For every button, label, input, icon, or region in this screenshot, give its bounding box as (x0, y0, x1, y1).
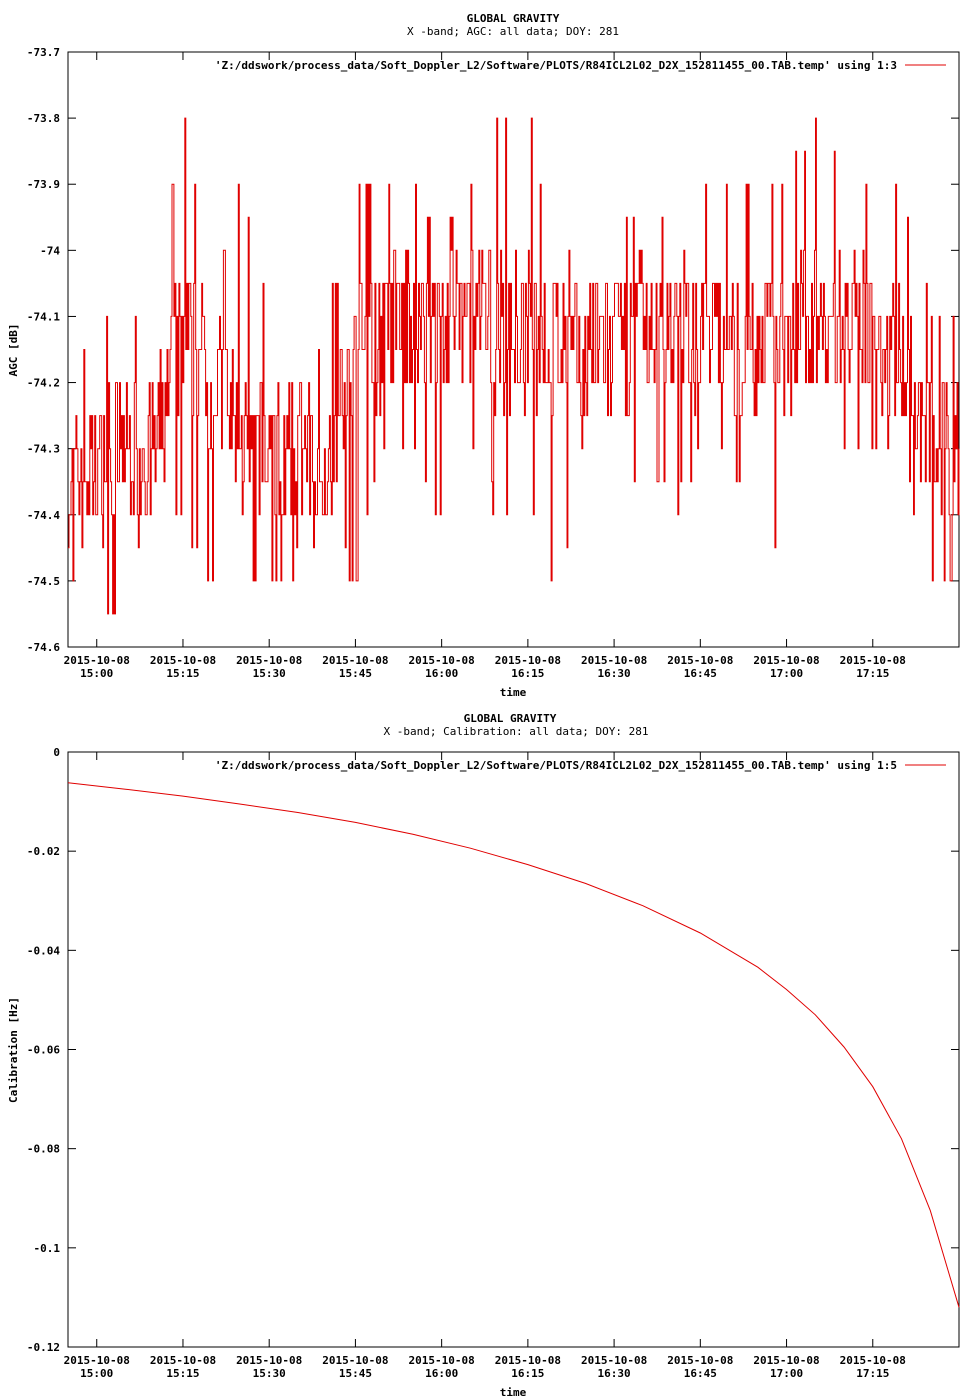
x-tick-date: 2015-10-08 (495, 1354, 561, 1367)
series-group (68, 117, 960, 615)
y-tick-label: -74.6 (27, 641, 60, 654)
x-tick-time: 16:45 (684, 667, 717, 680)
x-tick-date: 2015-10-08 (236, 654, 302, 667)
x-tick-time: 17:00 (770, 667, 803, 680)
series-line (67, 782, 960, 1308)
x-axis-label: time (500, 686, 527, 699)
legend-label: 'Z:/ddswork/process_data/Soft_Doppler_L2… (215, 759, 897, 772)
x-tick-date: 2015-10-08 (581, 1354, 647, 1367)
x-axis-label: time (500, 1386, 527, 1399)
x-tick-date: 2015-10-08 (581, 654, 647, 667)
x-tick-time: 16:30 (598, 1367, 631, 1380)
x-tick-date: 2015-10-08 (322, 654, 388, 667)
x-tick-time: 15:00 (80, 1367, 113, 1380)
x-tick-time: 17:00 (770, 1367, 803, 1380)
x-axis: 2015-10-0815:002015-10-0815:152015-10-08… (64, 52, 906, 680)
y-axis-label: Calibration [Hz] (7, 997, 20, 1103)
plot-frame (67, 751, 960, 1348)
x-tick-time: 16:00 (425, 667, 458, 680)
x-tick-time: 16:45 (684, 1367, 717, 1380)
y-tick-label: -0.04 (27, 944, 60, 957)
x-tick-date: 2015-10-08 (840, 654, 906, 667)
y-axis: 0 -0.02 -0.04 -0.06 -0.08 -0.1 -0.12 (27, 746, 959, 1354)
chart-title: GLOBAL GRAVITY (464, 712, 557, 725)
calibration-chart: GLOBAL GRAVITY X -band; Calibration: all… (7, 712, 960, 1399)
y-tick-label: -0.08 (27, 1143, 60, 1156)
y-tick-label: -73.8 (27, 112, 60, 125)
y-tick-label: -0.06 (27, 1044, 60, 1057)
y-tick-label: -74 (40, 244, 60, 257)
y-axis-label: AGC [dB] (7, 324, 20, 377)
series-group (67, 782, 960, 1308)
y-tick-label: -0.1 (34, 1242, 61, 1255)
x-tick-date: 2015-10-08 (409, 654, 475, 667)
x-tick-time: 16:30 (598, 667, 631, 680)
y-tick-label: -74.2 (27, 377, 60, 390)
legend-label: 'Z:/ddswork/process_data/Soft_Doppler_L2… (215, 59, 897, 72)
series-line (68, 117, 960, 615)
x-tick-date: 2015-10-08 (64, 1354, 130, 1367)
x-tick-time: 16:15 (511, 1367, 544, 1380)
x-tick-date: 2015-10-08 (236, 1354, 302, 1367)
x-tick-date: 2015-10-08 (322, 1354, 388, 1367)
x-tick-date: 2015-10-08 (840, 1354, 906, 1367)
x-tick-time: 15:15 (166, 667, 199, 680)
x-tick-date: 2015-10-08 (753, 654, 819, 667)
x-tick-date: 2015-10-08 (150, 654, 216, 667)
x-tick-date: 2015-10-08 (667, 654, 733, 667)
x-axis: 2015-10-0815:002015-10-0815:152015-10-08… (64, 752, 906, 1380)
x-tick-time: 17:15 (856, 667, 889, 680)
y-tick-label: -74.1 (27, 310, 60, 323)
y-axis: -73.7 -73.8 -73.9 -74 -74.1 -74.2 -74.3 -74.4 -7… (27, 46, 959, 654)
y-tick-label: -73.7 (27, 46, 60, 59)
x-tick-date: 2015-10-08 (150, 1354, 216, 1367)
x-tick-time: 15:45 (339, 1367, 372, 1380)
x-tick-date: 2015-10-08 (495, 654, 561, 667)
chart-subtitle: X -band; Calibration: all data; DOY: 281 (384, 725, 649, 738)
y-tick-label: -74.4 (27, 509, 60, 522)
x-tick-time: 15:30 (253, 1367, 286, 1380)
x-tick-date: 2015-10-08 (64, 654, 130, 667)
x-tick-date: 2015-10-08 (667, 1354, 733, 1367)
x-tick-time: 15:15 (166, 1367, 199, 1380)
agc-chart: GLOBAL GRAVITY X -band; AGC: all data; D… (7, 12, 960, 699)
plot-frame (67, 51, 960, 648)
x-tick-time: 15:45 (339, 667, 372, 680)
x-tick-time: 17:15 (856, 1367, 889, 1380)
y-tick-label: -0.02 (27, 845, 60, 858)
x-tick-date: 2015-10-08 (753, 1354, 819, 1367)
x-tick-time: 15:00 (80, 667, 113, 680)
y-tick-label: -0.12 (27, 1341, 60, 1354)
x-tick-time: 16:00 (425, 1367, 458, 1380)
x-tick-time: 16:15 (511, 667, 544, 680)
x-tick-time: 15:30 (253, 667, 286, 680)
y-tick-label: -74.3 (27, 443, 60, 456)
chart-subtitle: X -band; AGC: all data; DOY: 281 (407, 25, 619, 38)
y-tick-label: -73.9 (27, 178, 60, 191)
y-tick-label: -74.5 (27, 575, 60, 588)
chart-title: GLOBAL GRAVITY (467, 12, 560, 25)
y-tick-label: 0 (53, 746, 60, 759)
x-tick-date: 2015-10-08 (409, 1354, 475, 1367)
